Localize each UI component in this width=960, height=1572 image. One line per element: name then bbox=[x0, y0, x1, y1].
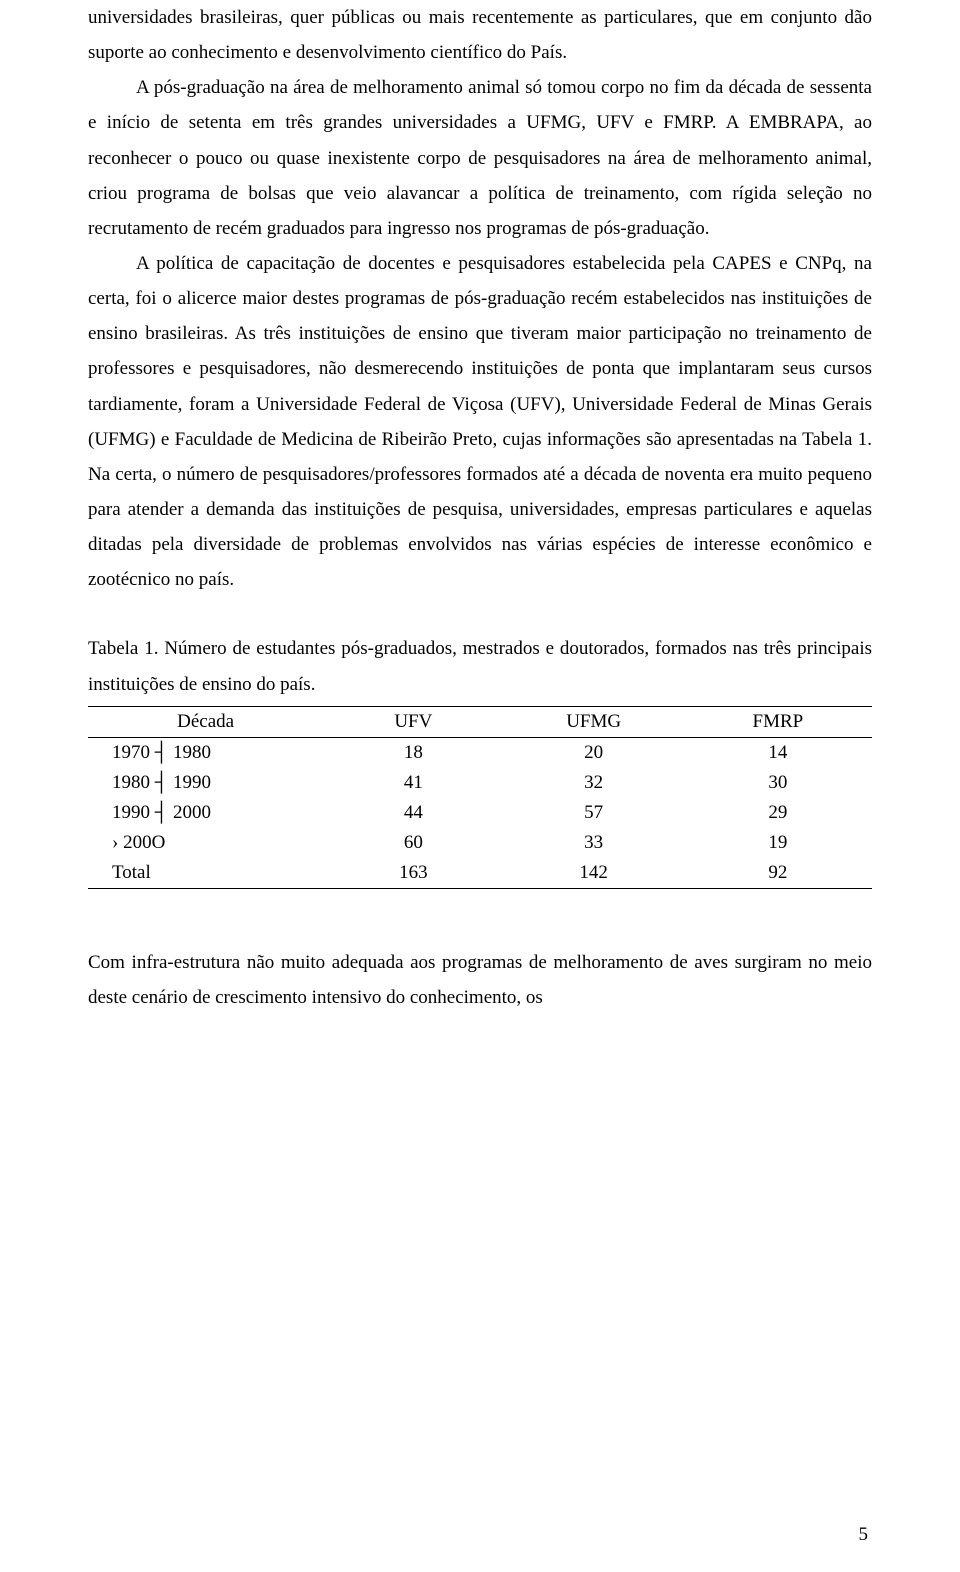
table-cell: › 200O bbox=[88, 828, 323, 858]
table-cell: 32 bbox=[504, 768, 684, 798]
table-row: › 200O 60 33 19 bbox=[88, 828, 872, 858]
table-cell: 44 bbox=[323, 798, 503, 828]
table-cell: 20 bbox=[504, 737, 684, 768]
table-cell: 1990 ┤ 2000 bbox=[88, 798, 323, 828]
page-number: 5 bbox=[859, 1524, 869, 1546]
table-cell: 30 bbox=[684, 768, 872, 798]
column-header-decade: Década bbox=[88, 706, 323, 737]
body-paragraph: A pós-graduação na área de melhoramento … bbox=[88, 70, 872, 246]
table-row-total: Total 163 142 92 bbox=[88, 858, 872, 889]
body-paragraph: universidades brasileiras, quer públicas… bbox=[88, 0, 872, 70]
table-row: 1980 ┤ 1990 41 32 30 bbox=[88, 768, 872, 798]
table-cell: 1980 ┤ 1990 bbox=[88, 768, 323, 798]
body-paragraph: Com infra-estrutura não muito adequada a… bbox=[88, 945, 872, 1015]
table-row: 1970 ┤ 1980 18 20 14 bbox=[88, 737, 872, 768]
table-cell: 41 bbox=[323, 768, 503, 798]
graduates-table: Década UFV UFMG FMRP 1970 ┤ 1980 18 20 1… bbox=[88, 706, 872, 889]
table-cell: 14 bbox=[684, 737, 872, 768]
table-row: 1990 ┤ 2000 44 57 29 bbox=[88, 798, 872, 828]
table-header-row: Década UFV UFMG FMRP bbox=[88, 706, 872, 737]
table-caption: Tabela 1. Número de estudantes pós-gradu… bbox=[88, 631, 872, 701]
table-cell: 19 bbox=[684, 828, 872, 858]
table-cell: 18 bbox=[323, 737, 503, 768]
column-header-fmrp: FMRP bbox=[684, 706, 872, 737]
table-cell: 60 bbox=[323, 828, 503, 858]
table-cell: 57 bbox=[504, 798, 684, 828]
table-cell: 142 bbox=[504, 858, 684, 889]
table-cell: 1970 ┤ 1980 bbox=[88, 737, 323, 768]
column-header-ufv: UFV bbox=[323, 706, 503, 737]
table-cell: 163 bbox=[323, 858, 503, 889]
table-cell: 33 bbox=[504, 828, 684, 858]
body-paragraph: A política de capacitação de docentes e … bbox=[88, 246, 872, 597]
table-cell: 92 bbox=[684, 858, 872, 889]
table-cell: 29 bbox=[684, 798, 872, 828]
document-page: universidades brasileiras, quer públicas… bbox=[0, 0, 960, 1572]
table-cell: Total bbox=[88, 858, 323, 889]
column-header-ufmg: UFMG bbox=[504, 706, 684, 737]
